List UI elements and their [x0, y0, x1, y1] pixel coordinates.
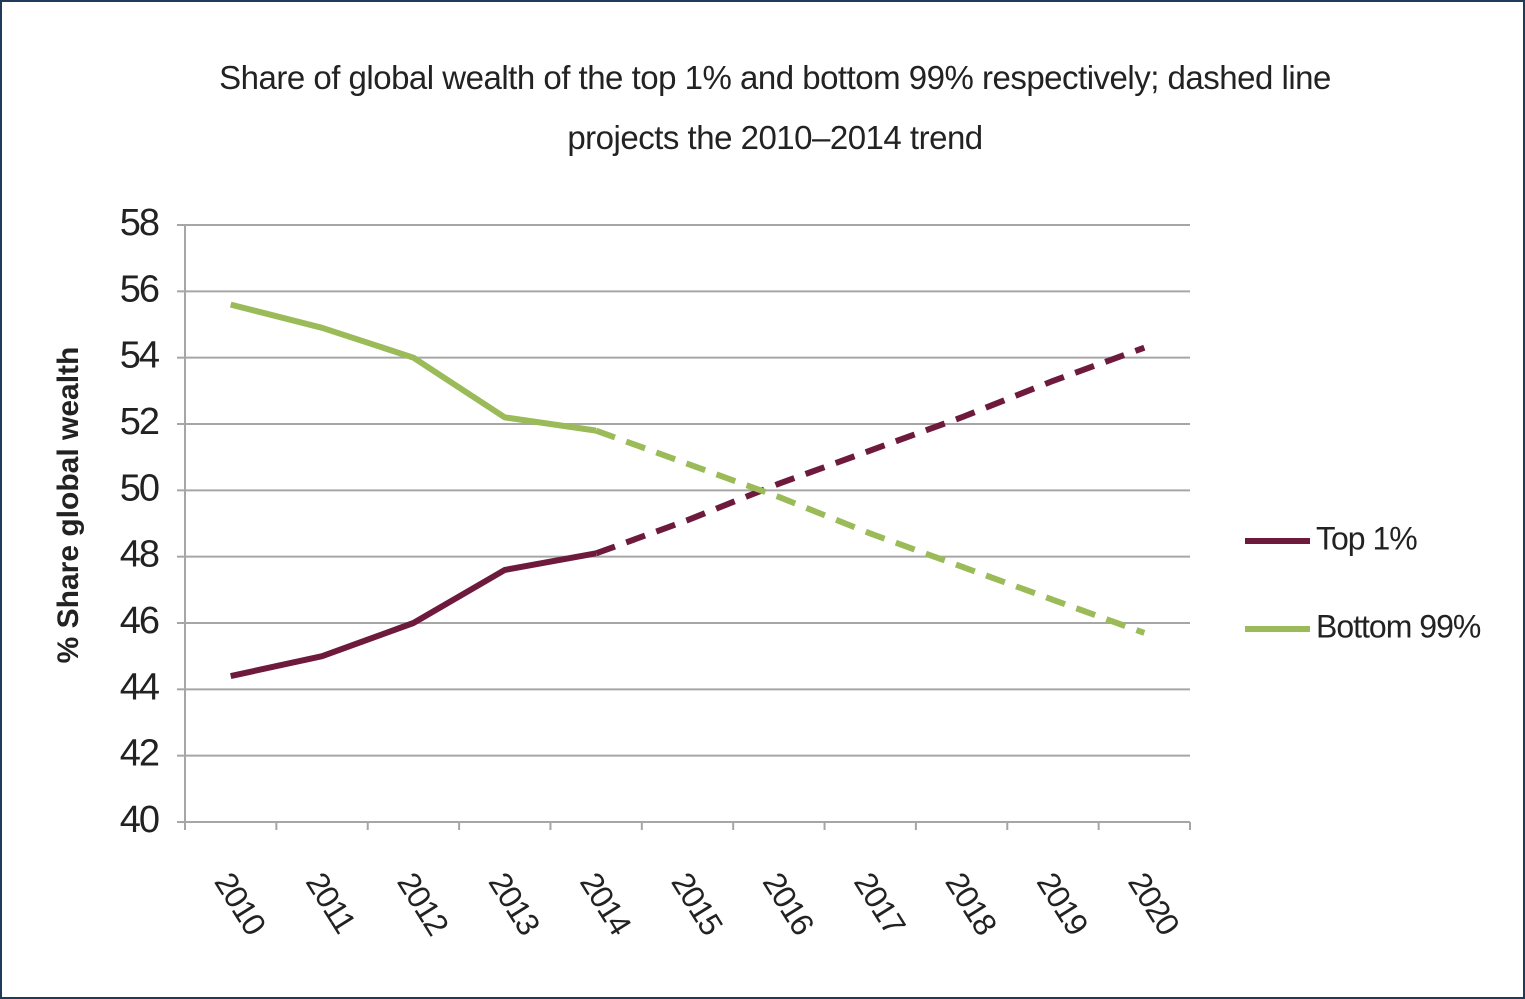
x-tick-label: 2018 [938, 866, 1003, 941]
x-tick-label: 2014 [573, 866, 638, 941]
x-tick-label: 2013 [482, 866, 547, 941]
y-tick-label: 56 [120, 268, 159, 310]
y-tick-label: 44 [120, 666, 160, 708]
y-tick-label: 40 [120, 799, 159, 841]
y-tick-label: 58 [120, 202, 159, 244]
x-tick-label: 2015 [664, 866, 729, 941]
legend-label: Top 1% [1316, 520, 1417, 556]
y-tick-label: 46 [120, 600, 159, 642]
legend-label: Bottom 99% [1316, 608, 1481, 644]
y-tick-label: 48 [120, 534, 159, 576]
y-tick-label: 42 [120, 733, 159, 775]
series-line [230, 550, 597, 679]
y-tick-label: 54 [120, 335, 160, 377]
y-tick-label: 50 [120, 467, 159, 509]
x-tick-label: 2010 [208, 866, 273, 941]
x-tick-label: 2012 [390, 866, 455, 941]
series-line [229, 301, 597, 434]
x-tick-label: 2019 [1030, 866, 1095, 941]
x-tick-label: 2016 [756, 866, 821, 941]
y-tick-label: 52 [120, 401, 159, 443]
x-tick-label: 2020 [1121, 866, 1186, 941]
chart-title: Share of global wealth of the top 1% and… [219, 59, 1331, 156]
x-tick-label: 2011 [299, 866, 363, 939]
series-projection-line [595, 344, 1146, 557]
x-tick-label: 2017 [847, 866, 912, 941]
series-projection-line [595, 427, 1146, 636]
y-axis-label: % Share global wealth [52, 347, 85, 664]
